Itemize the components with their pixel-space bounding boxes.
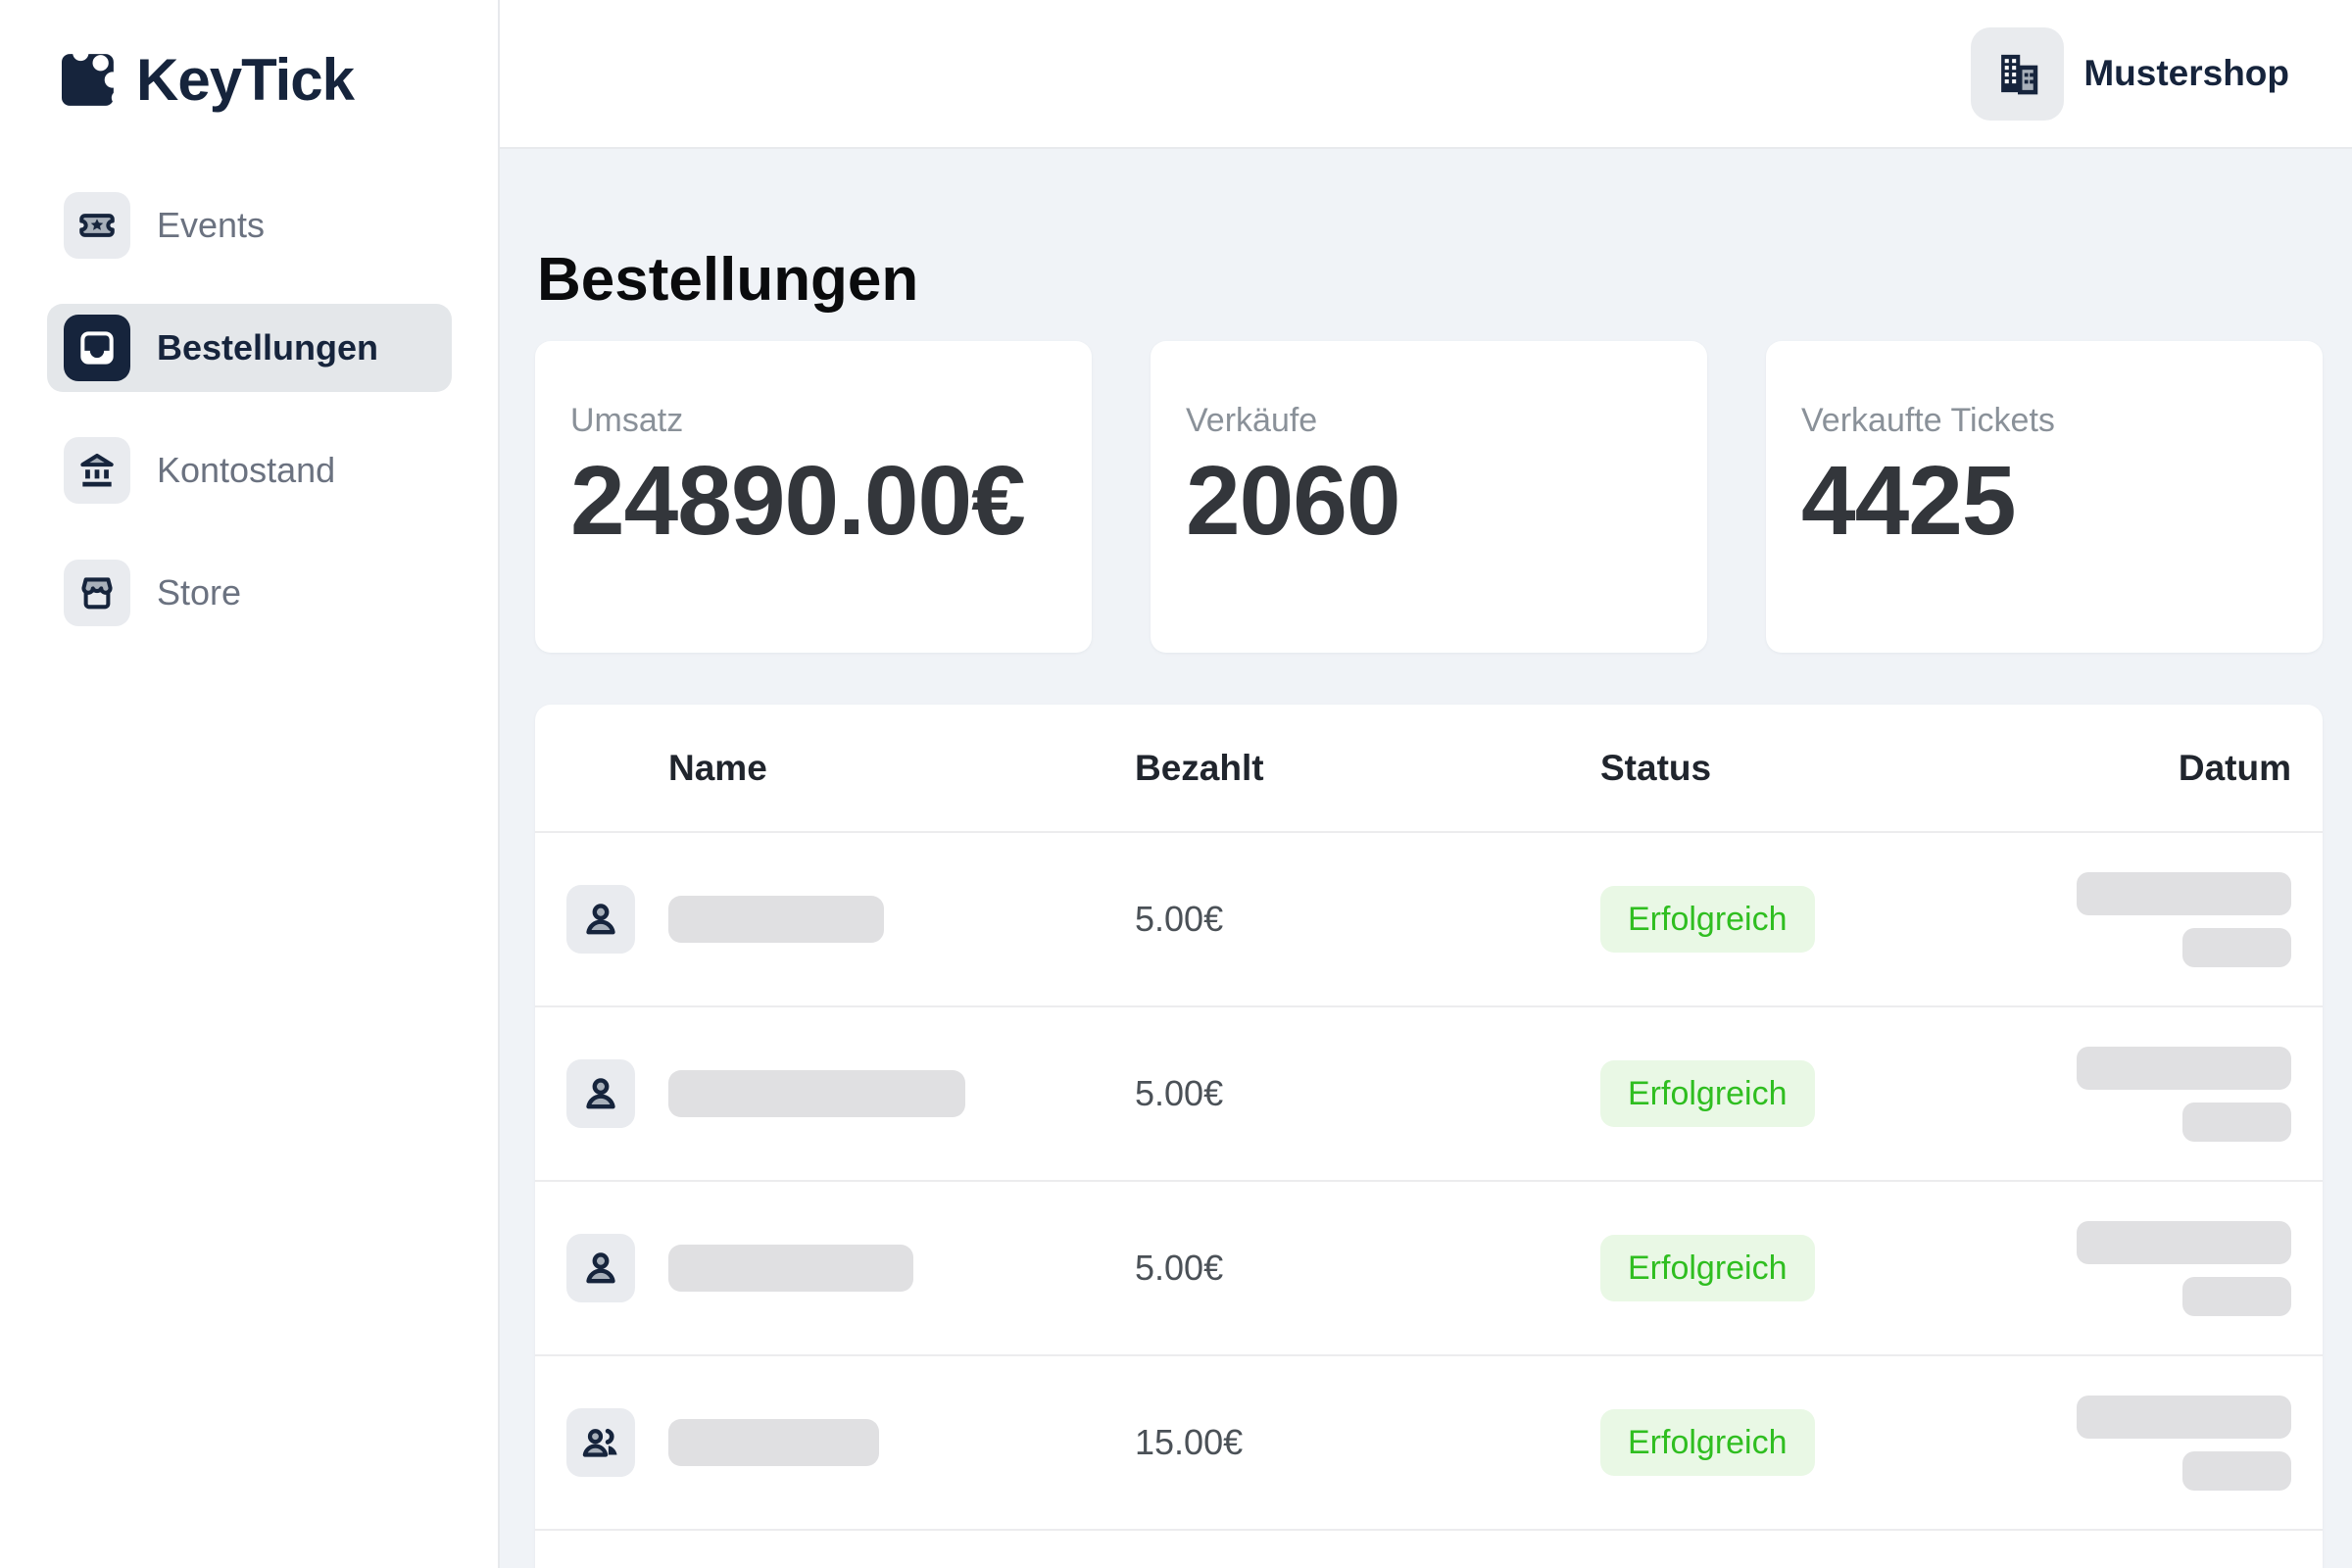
column-header-datum: Datum [2178,747,2291,788]
stat-value: 4425 [1801,446,2016,557]
brand-logo: KeyTick [0,0,498,114]
stat-label: Verkaufte Tickets [1801,402,2055,440]
redacted-name-bar [668,1070,965,1118]
sidebar-item-label: Bestellungen [157,327,379,368]
sidebar-item-kontostand[interactable]: Kontostand [47,426,452,514]
column-header-bezahlt: Bezahlt [1135,747,1264,788]
person-icon [586,1078,615,1109]
table-header-row: Name Bezahlt Status Datum [535,705,2323,834]
stat-value: 2060 [1186,446,1400,557]
sidebar-item-label: Events [157,205,266,245]
sidebar-item-events[interactable]: Events [47,181,452,270]
redacted-date [2036,871,2291,967]
stat-card-verkaufte-tickets: Verkaufte Tickets 4425 [1766,341,2323,654]
redacted-date [2036,1395,2291,1491]
sidebar: KeyTick Events Best [0,0,500,1568]
sidebar-item-bestellungen[interactable]: Bestellungen [47,304,452,392]
table-row[interactable]: 5.00€ Erfolgreich [535,833,2323,1008]
table-body: 5.00€ Erfolgreich [535,833,2323,1532]
stat-label: Umsatz [570,402,684,440]
avatar [566,1234,635,1303]
keytick-ticket-logo-icon [62,50,122,106]
paid-amount: 5.00€ [1135,1248,1224,1289]
redacted-date-bar [2077,871,2291,915]
paid-amount: 5.00€ [1135,1073,1224,1114]
redacted-date-bar [2077,1220,2291,1264]
orders-inbox-icon [64,315,130,381]
stats-cards: Umsatz 24890.00€ Verkäufe 2060 Verkaufte… [535,341,2323,654]
shop-selector[interactable]: Mustershop [1971,26,2289,121]
sidebar-item-label: Store [157,572,242,612]
redacted-date-bar [2182,927,2291,967]
topbar: Mustershop [500,0,2352,149]
redacted-date [2036,1046,2291,1142]
sidebar-nav: Events Bestellungen [0,181,498,637]
status-badge: Erfolgreich [1600,1409,1815,1477]
redacted-name-bar [668,1245,913,1293]
ticket-icon [64,192,130,259]
avatar [566,1059,635,1129]
sidebar-item-label: Kontostand [157,450,336,490]
redacted-name-bar [668,896,884,944]
status-badge: Erfolgreich [1600,1060,1815,1128]
redacted-name-bar [668,1419,879,1467]
table-row[interactable]: 15.00€ Erfolgreich [535,1356,2323,1532]
shop-name: Mustershop [2083,53,2289,93]
redacted-date-bar [2077,1046,2291,1090]
stat-value: 24890.00€ [570,446,1026,557]
person-icon [586,904,615,935]
table-row[interactable]: 5.00€ Erfolgreich [535,1182,2323,1357]
redacted-date-bar [2182,1276,2291,1316]
paid-amount: 5.00€ [1135,899,1224,940]
stat-card-verkaeufe: Verkäufe 2060 [1151,341,1707,654]
brand-name: KeyTick [136,47,355,113]
paid-amount: 15.00€ [1135,1422,1244,1463]
column-header-status: Status [1600,747,1712,788]
stat-label: Verkäufe [1186,402,1318,440]
stat-card-umsatz: Umsatz 24890.00€ [535,341,1092,654]
bank-icon [64,437,130,504]
table-row[interactable]: 5.00€ Erfolgreich [535,1007,2323,1183]
page-title: Bestellungen [537,246,919,314]
person-icon [586,1252,615,1284]
sidebar-item-store[interactable]: Store [47,549,452,637]
redacted-date-bar [2182,1102,2291,1142]
redacted-date-bar [2182,1450,2291,1491]
main-content: Bestellungen Umsatz 24890.00€ Verkäufe 2… [500,149,2352,1568]
buildings-icon [1971,26,2065,121]
orders-table: Name Bezahlt Status Datum [535,705,2323,1568]
avatar [566,1408,635,1478]
status-badge: Erfolgreich [1600,1235,1815,1302]
redacted-date-bar [2077,1395,2291,1439]
redacted-date [2036,1220,2291,1316]
group-icon [582,1429,617,1457]
column-header-name: Name [668,747,767,788]
status-badge: Erfolgreich [1600,886,1815,954]
storefront-icon [64,560,130,626]
avatar [566,885,635,955]
